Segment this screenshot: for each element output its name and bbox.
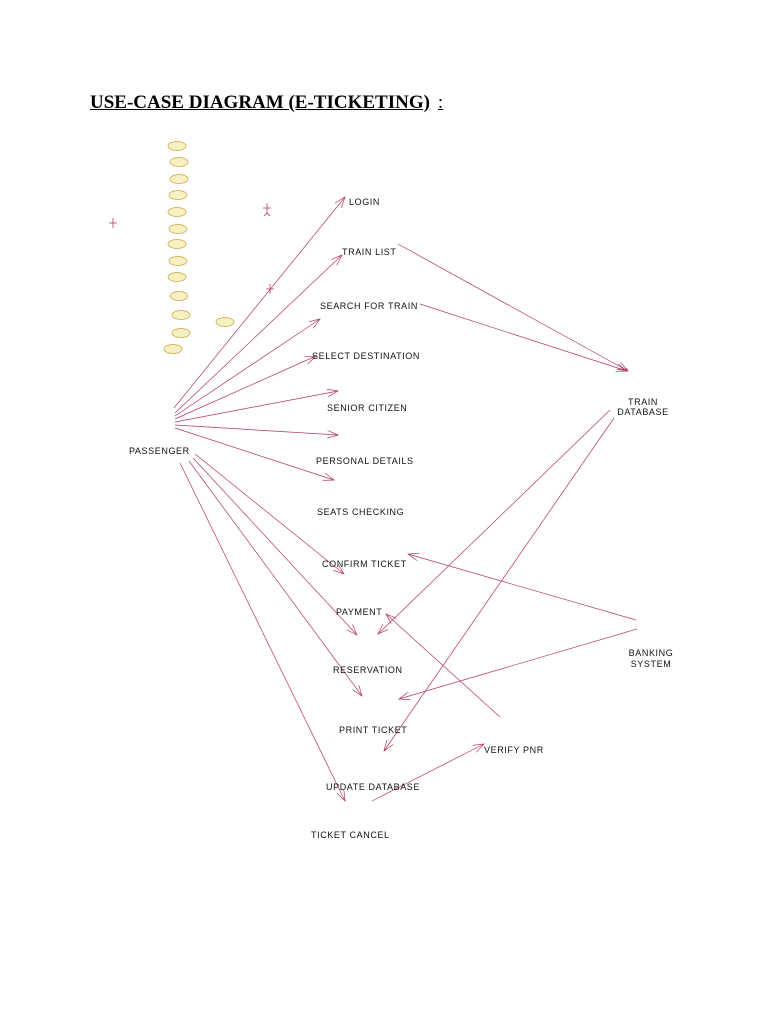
use-case-oval xyxy=(167,207,187,217)
use-case-select-destination-label: SELECT DESTINATION xyxy=(312,351,420,361)
actor-train-database-label-line1: TRAIN xyxy=(628,397,658,407)
use-case-ticket-cancel-label: TICKET CANCEL xyxy=(311,830,390,840)
edge-passenger-select-destination xyxy=(174,356,316,420)
edge-train-database-print-ticket xyxy=(384,417,615,751)
use-case-oval xyxy=(163,344,183,354)
edge-passenger-login xyxy=(173,197,345,409)
actor-mark-icon xyxy=(263,203,271,217)
use-case-train-list-label: TRAIN LIST xyxy=(342,247,397,257)
use-case-ovals xyxy=(163,141,235,354)
use-case-oval xyxy=(169,174,189,184)
use-case-confirm-ticket-label: CONFIRM TICKET xyxy=(322,559,407,569)
use-case-print-ticket-label: PRINT TICKET xyxy=(339,725,407,735)
use-case-update-database-label: UPDATE DATABASE xyxy=(326,782,420,792)
edge-passenger-payment xyxy=(192,457,357,635)
use-case-oval xyxy=(168,224,188,234)
diagram-title-text: USE-CASE DIAGRAM (E-TICKETING) xyxy=(90,92,430,113)
use-case-oval xyxy=(167,272,187,282)
actor-train-database-label-line2: DATABASE xyxy=(617,407,668,417)
actor-passenger-label: PASSENGER xyxy=(129,446,190,456)
actor-banking-label-line1: BANKING xyxy=(629,648,674,658)
use-case-login-label: LOGIN xyxy=(349,197,380,207)
use-case-payment-label: PAYMENT xyxy=(336,607,382,617)
edge-verify-pnr-payment xyxy=(386,614,501,718)
use-case-oval xyxy=(171,310,191,320)
edge-banking-confirm-ticket xyxy=(408,554,637,621)
edge-train-list-train-database xyxy=(397,243,628,371)
use-case-oval xyxy=(171,328,191,338)
train-database-associations xyxy=(378,243,628,751)
edge-update-database-verify-pnr xyxy=(371,744,484,802)
edge-banking-reservation xyxy=(399,628,638,699)
use-case-seats-checking-label: SEATS CHECKING xyxy=(317,507,404,517)
actor-banking-label-line2: SYSTEM xyxy=(631,659,672,669)
use-case-oval xyxy=(215,317,235,327)
labels: PASSENGER TRAIN DATABASE BANKING SYSTEM … xyxy=(129,197,673,840)
use-case-oval xyxy=(169,291,189,301)
use-case-reservation-label: RESERVATION xyxy=(333,665,403,675)
passenger-associations xyxy=(173,197,362,801)
edge-passenger-seats-checking xyxy=(174,427,334,480)
diagram-title: USE-CASE DIAGRAM (E-TICKETING): xyxy=(90,92,443,114)
title-colon: : xyxy=(437,92,444,113)
edge-passenger-train-list xyxy=(174,255,342,414)
edge-passenger-search-for-train xyxy=(174,319,320,417)
use-case-oval xyxy=(169,157,189,167)
banking-associations xyxy=(399,554,638,699)
edge-passenger-personal-details xyxy=(174,424,338,435)
use-case-personal-details-label: PERSONAL DETAILS xyxy=(316,456,414,466)
edge-passenger-confirm-ticket xyxy=(194,453,344,574)
edge-passenger-reservation xyxy=(188,460,362,696)
use-case-verify-pnr-label: VERIFY PNR xyxy=(484,745,544,755)
edge-train-database-payment xyxy=(378,409,611,634)
use-case-oval xyxy=(167,239,187,249)
use-case-oval xyxy=(167,141,187,151)
other-associations xyxy=(371,614,501,802)
use-case-search-for-train-label: SEARCH FOR TRAIN xyxy=(320,301,418,311)
edge-passenger-update-database xyxy=(179,462,345,801)
edge-search-train-database xyxy=(419,303,627,371)
use-case-senior-citizen-label: SENIOR CITIZEN xyxy=(327,403,407,413)
actor-mark-icon xyxy=(109,218,117,228)
edge-passenger-senior-citizen xyxy=(174,391,338,423)
use-case-oval xyxy=(168,256,188,266)
use-case-oval xyxy=(168,190,188,200)
